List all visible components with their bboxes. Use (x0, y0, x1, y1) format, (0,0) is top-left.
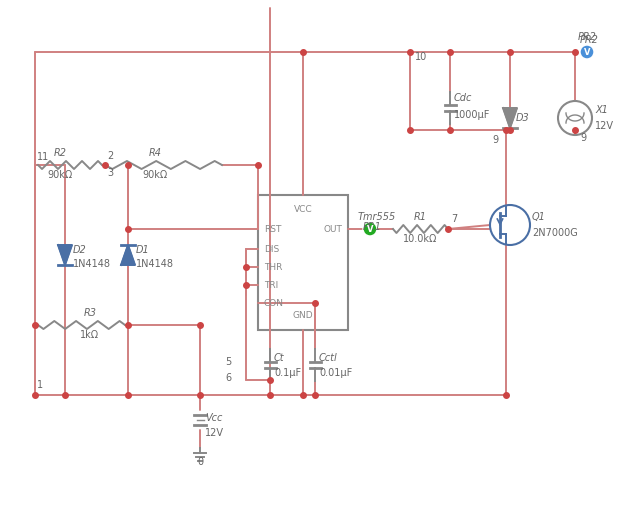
Text: CON: CON (264, 298, 284, 307)
Text: R3: R3 (83, 308, 97, 318)
Text: 10.0kΩ: 10.0kΩ (403, 234, 437, 244)
Text: Cctl: Cctl (319, 353, 338, 363)
Text: PR2: PR2 (577, 32, 596, 42)
Text: DIS: DIS (264, 244, 279, 253)
Text: 3: 3 (107, 168, 113, 178)
Text: OUT: OUT (323, 224, 342, 234)
Text: 0.1μF: 0.1μF (274, 368, 301, 378)
Text: 12V: 12V (595, 121, 614, 131)
Text: GND: GND (292, 312, 314, 321)
Text: 1kΩ: 1kΩ (81, 330, 100, 340)
Text: 12V: 12V (205, 428, 224, 438)
Text: 1N4148: 1N4148 (136, 259, 174, 269)
Text: PR1: PR1 (363, 222, 382, 232)
Text: RST: RST (264, 224, 282, 234)
Polygon shape (58, 245, 72, 265)
Text: D2: D2 (73, 245, 87, 255)
Text: 1000μF: 1000μF (454, 110, 490, 120)
Text: 6: 6 (225, 373, 231, 383)
Text: 9: 9 (492, 135, 498, 145)
Text: V: V (584, 47, 590, 56)
Text: R1: R1 (413, 212, 426, 222)
Text: 9: 9 (580, 133, 586, 143)
Polygon shape (121, 245, 135, 265)
Text: 2: 2 (107, 151, 113, 161)
Text: PR2: PR2 (580, 35, 599, 45)
Text: Q1: Q1 (532, 212, 546, 222)
Bar (258, 195, 348, 330)
Text: THR: THR (264, 263, 282, 271)
Text: 0.01μF: 0.01μF (319, 368, 352, 378)
Text: R4: R4 (148, 148, 161, 158)
Text: 7: 7 (451, 214, 457, 224)
Text: 11: 11 (37, 152, 49, 162)
Text: 90kΩ: 90kΩ (142, 170, 168, 180)
Text: 10: 10 (415, 52, 428, 62)
Text: Ct: Ct (274, 353, 285, 363)
Text: 0: 0 (197, 457, 203, 467)
Circle shape (580, 45, 594, 59)
Text: 1: 1 (37, 380, 43, 390)
Text: TRI: TRI (264, 280, 278, 290)
Text: Cdc: Cdc (454, 93, 472, 103)
Text: Vcc: Vcc (205, 413, 222, 423)
Text: R2: R2 (54, 148, 67, 158)
Circle shape (363, 222, 377, 236)
Text: 90kΩ: 90kΩ (47, 170, 72, 180)
Text: 1N4148: 1N4148 (73, 259, 111, 269)
Text: Tmr555: Tmr555 (358, 212, 396, 222)
Polygon shape (503, 108, 517, 128)
Text: 5: 5 (225, 357, 231, 367)
Text: X1: X1 (595, 105, 608, 115)
Text: D3: D3 (516, 113, 530, 123)
Text: D1: D1 (136, 245, 150, 255)
Text: 2N7000G: 2N7000G (532, 228, 578, 238)
Text: VCC: VCC (294, 205, 312, 213)
Text: V: V (367, 224, 373, 234)
